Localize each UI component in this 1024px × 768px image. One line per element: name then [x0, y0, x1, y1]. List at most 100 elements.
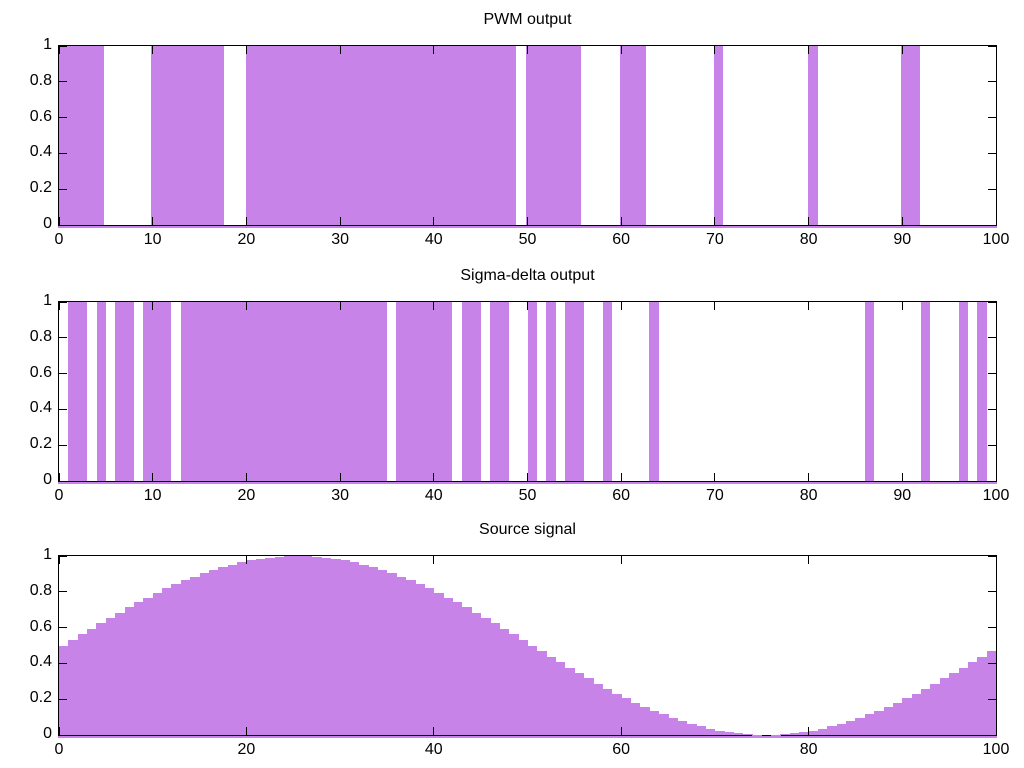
sample-step-bar — [583, 678, 594, 735]
sample-step-bar — [424, 588, 435, 735]
y-tick-mark — [988, 224, 996, 226]
sample-step-bar — [602, 688, 613, 735]
x-tick-mark — [433, 302, 435, 310]
x-tick-mark — [620, 46, 622, 54]
y-tick-mark — [59, 480, 67, 482]
y-tick-label: 0 — [43, 725, 52, 742]
sample-step-bar — [864, 714, 875, 735]
sample-step-bar — [274, 556, 285, 735]
sample-step-bar — [846, 721, 856, 735]
sample-step-bar — [293, 556, 304, 735]
y-tick-mark — [988, 152, 996, 154]
sample-step-bar — [714, 730, 725, 735]
sample-step-bar — [190, 576, 201, 735]
signal-on-bar — [921, 302, 931, 481]
y-tick-mark — [988, 480, 996, 482]
sample-step-bar — [171, 584, 182, 735]
signal-on-bar — [565, 302, 584, 481]
x-tick-mark — [714, 46, 716, 54]
sample-step-bar — [986, 651, 997, 735]
sample-step-bar — [490, 623, 500, 735]
x-tick-mark — [58, 473, 60, 481]
x-tick-label: 20 — [237, 487, 256, 504]
x-tick-mark — [152, 473, 154, 481]
signal-on-bar — [143, 302, 172, 481]
x-tick-mark — [620, 727, 622, 735]
y-tick-mark — [988, 408, 996, 410]
y-tick-mark — [59, 627, 67, 629]
y-tick-mark — [988, 373, 996, 375]
y-tick-mark — [59, 188, 67, 190]
signal-on-bar — [901, 46, 921, 225]
sample-step-bar — [68, 640, 79, 735]
sample-step-bar — [349, 562, 360, 735]
sample-step-bar — [536, 651, 547, 735]
x-tick-label: 60 — [612, 487, 631, 504]
sample-step-bar — [386, 573, 397, 735]
y-tick-mark — [988, 45, 996, 47]
x-tick-mark — [339, 217, 341, 225]
x-tick-mark — [808, 302, 810, 310]
x-tick-mark — [808, 217, 810, 225]
sample-step-bar — [124, 607, 135, 735]
x-tick-label: 70 — [705, 487, 724, 504]
x-tick-mark — [808, 473, 810, 481]
x-tick-label: 40 — [424, 741, 443, 758]
signal-on-bar — [396, 302, 453, 481]
y-tick-label: 0.2 — [29, 435, 52, 453]
zero-level-line — [58, 226, 997, 228]
sample-step-bar — [958, 667, 969, 735]
sample-step-bar — [162, 588, 172, 735]
signal-on-bar — [807, 46, 818, 225]
signal-on-bar — [59, 46, 104, 225]
x-tick-label: 0 — [54, 231, 64, 248]
y-tick-label: 0 — [43, 215, 52, 232]
x-tick-label: 30 — [331, 231, 349, 248]
x-tick-mark — [245, 302, 247, 310]
x-tick-label: 100 — [982, 741, 1010, 758]
x-tick-mark — [995, 473, 997, 481]
y-tick-label: 0 — [43, 471, 52, 488]
x-tick-mark — [339, 46, 341, 54]
y-tick-mark — [988, 81, 996, 83]
y-tick-label: 0.6 — [29, 617, 52, 635]
x-tick-mark — [245, 473, 247, 481]
sample-step-bar — [668, 718, 678, 735]
signal-on-bar — [461, 302, 481, 481]
signal-on-bar — [546, 302, 556, 481]
x-tick-label: 80 — [799, 487, 818, 504]
y-tick-mark — [59, 408, 67, 410]
x-tick-mark — [58, 556, 60, 564]
y-tick-mark — [988, 188, 996, 190]
x-tick-label: 60 — [612, 231, 631, 248]
x-tick-mark — [152, 302, 154, 310]
x-tick-mark — [527, 217, 528, 225]
y-tick-label: 1 — [43, 292, 52, 309]
sample-step-bar — [452, 602, 463, 735]
sample-step-bar — [799, 732, 810, 735]
x-tick-mark — [620, 473, 622, 481]
x-tick-mark — [808, 556, 810, 564]
y-tick-mark — [59, 698, 67, 700]
signal-on-bar — [649, 302, 659, 481]
y-tick-mark — [59, 301, 67, 303]
sample-step-bar — [265, 557, 275, 735]
x-tick-mark — [58, 302, 60, 310]
sample-step-bar — [574, 673, 585, 735]
sample-step-bar — [377, 570, 388, 735]
sample-step-bar — [883, 706, 894, 735]
sample-step-bar — [621, 698, 632, 735]
y-tick-mark — [59, 337, 67, 339]
sample-step-bar — [874, 710, 885, 735]
sample-step-bar — [180, 580, 191, 735]
x-tick-mark — [245, 556, 247, 564]
sample-step-bar — [405, 580, 416, 735]
sample-step-bar — [658, 714, 669, 735]
sample-step-bar — [255, 558, 266, 735]
signal-on-bar — [527, 302, 537, 481]
sample-step-bar — [808, 730, 819, 735]
x-tick-mark — [433, 46, 435, 54]
sample-step-bar — [330, 558, 341, 735]
y-tick-label: 0.2 — [29, 689, 52, 707]
x-tick-mark — [527, 473, 528, 481]
